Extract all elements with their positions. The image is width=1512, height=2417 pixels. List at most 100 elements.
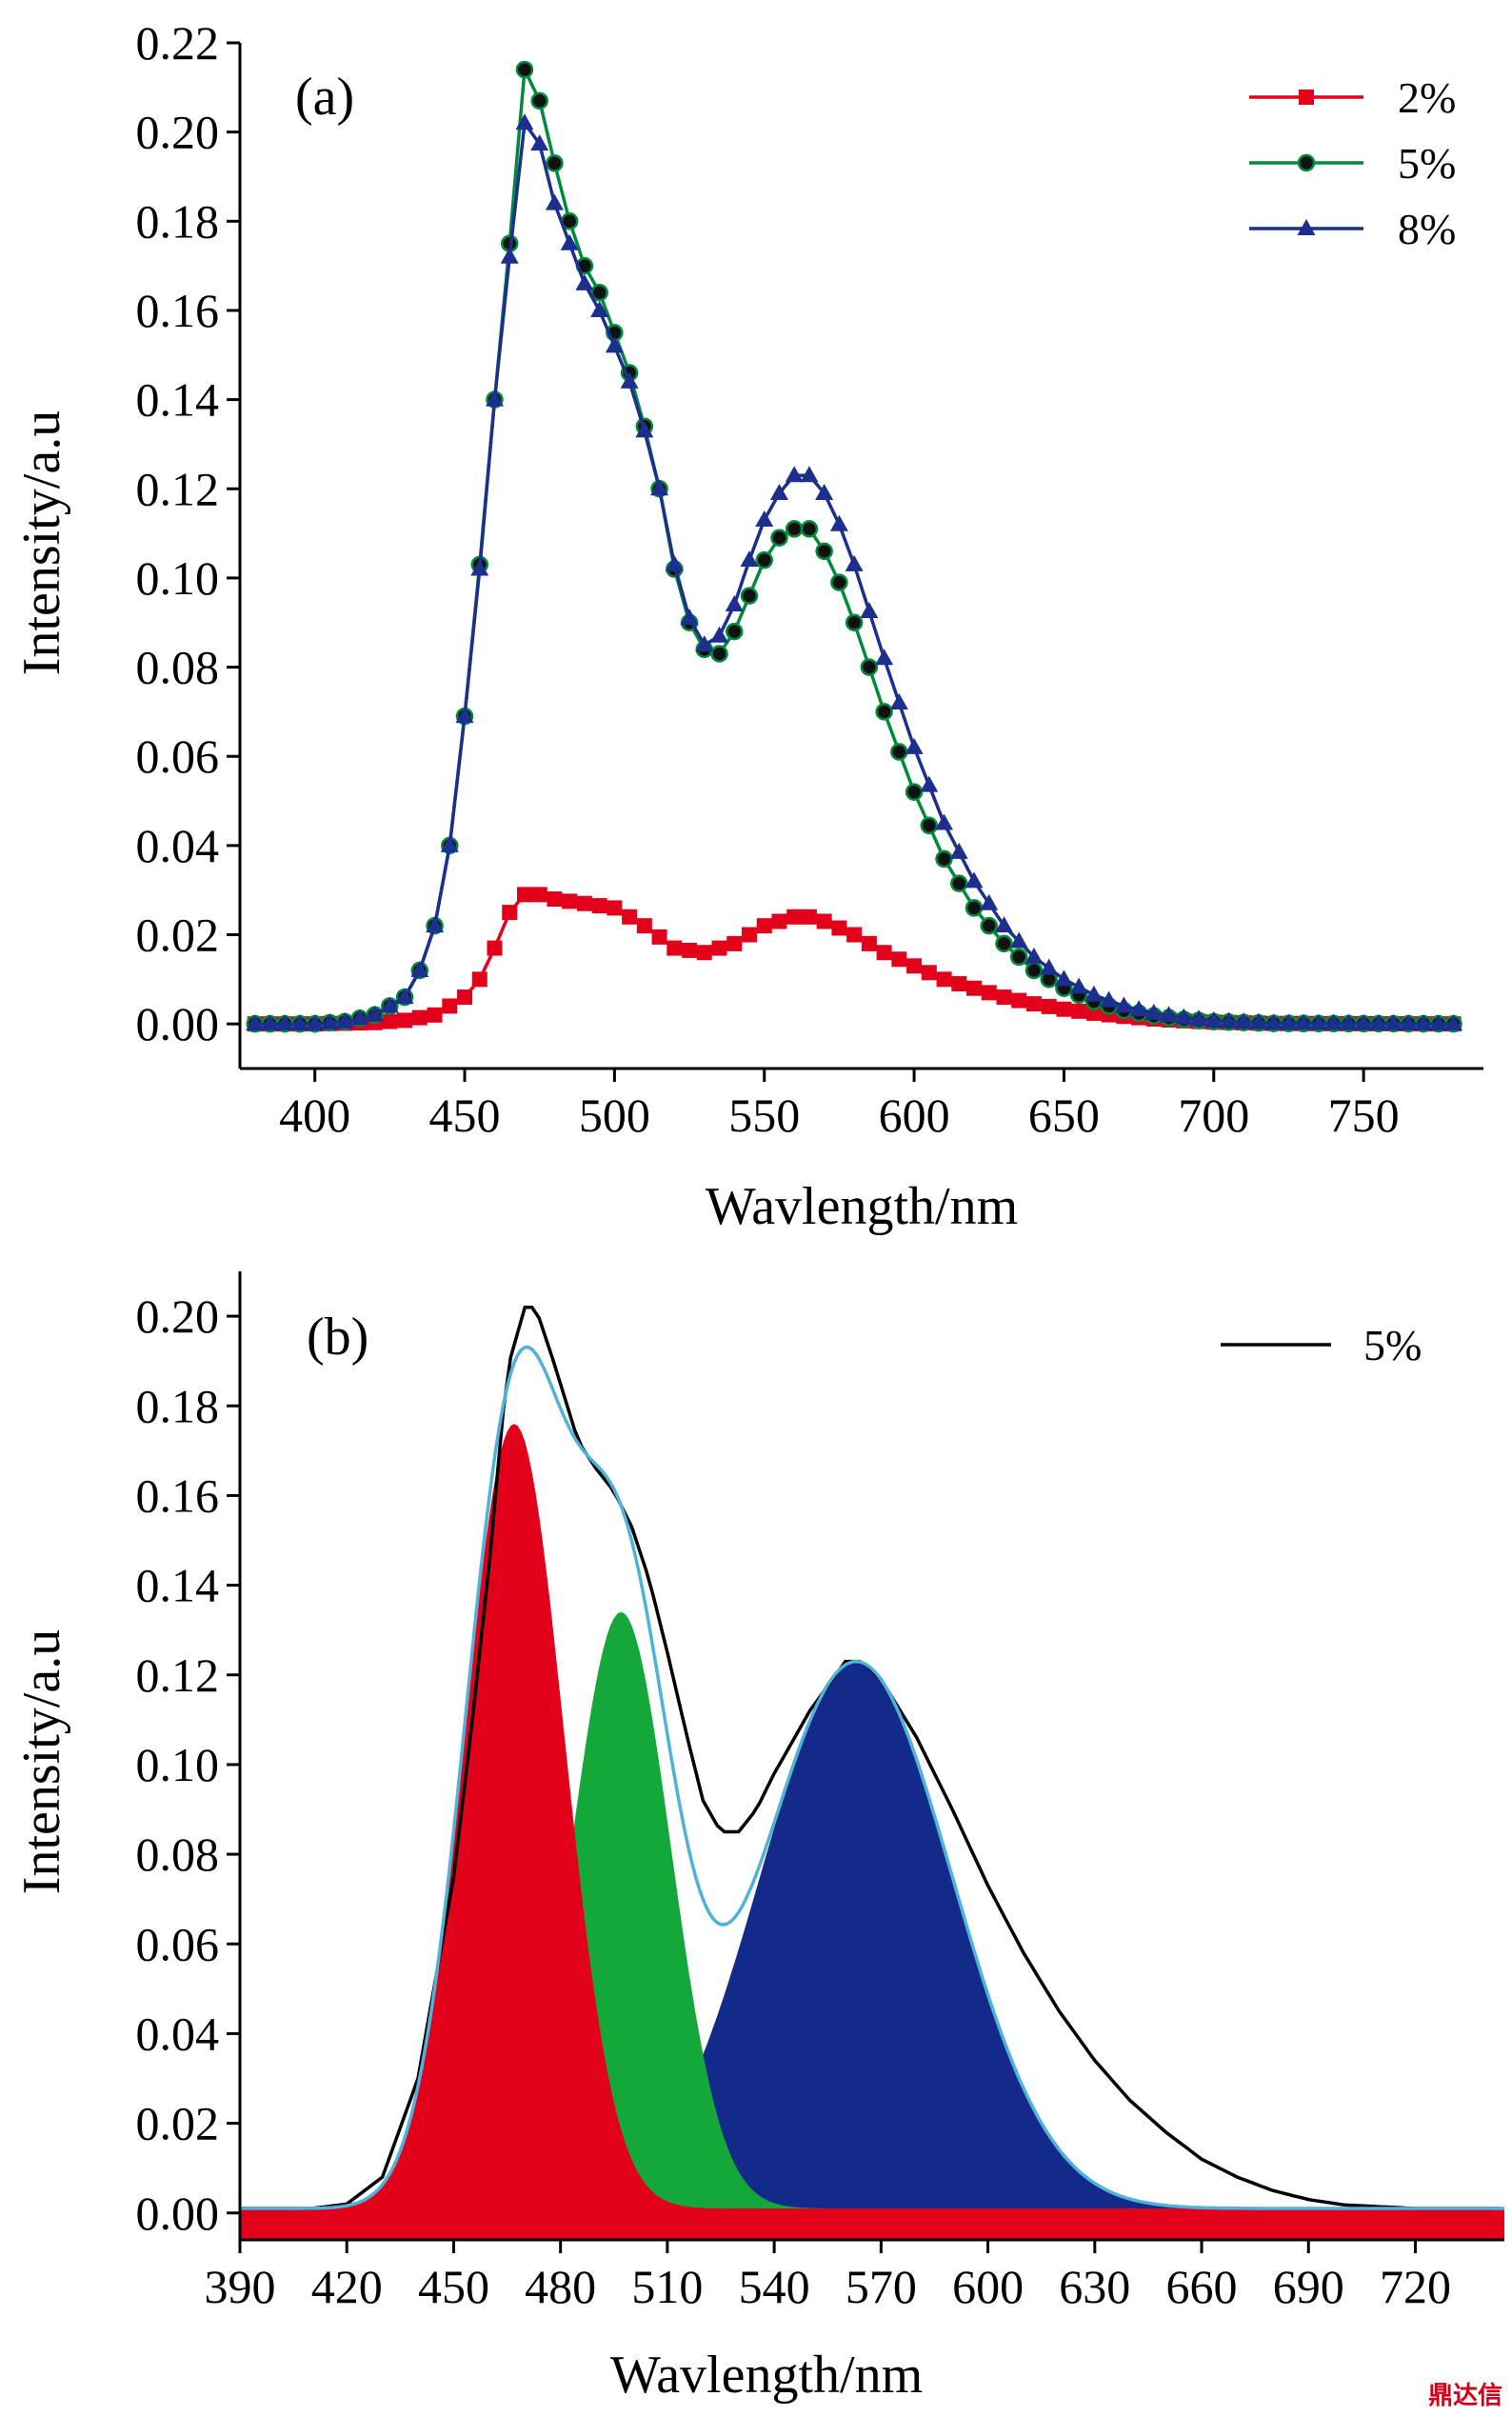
data-point (995, 934, 1013, 953)
data-point (575, 273, 594, 290)
data-point (335, 1011, 354, 1029)
panel-b-y-tick-label: 0.08 (136, 1828, 220, 1881)
data-point (845, 554, 864, 571)
data-point (366, 1005, 385, 1022)
data-point (1071, 1003, 1087, 1019)
panel-a-x-tick-label: 450 (429, 1089, 501, 1142)
panel-a-y-tick-label: 0.10 (136, 551, 220, 605)
data-point (1054, 969, 1073, 987)
data-point (1324, 1013, 1343, 1030)
data-point (785, 520, 804, 538)
panel-a-x-tick-label: 400 (279, 1089, 350, 1142)
data-point (440, 835, 459, 852)
data-point (620, 371, 639, 389)
data-point (1084, 985, 1104, 1002)
data-point (921, 965, 937, 981)
data-point (1204, 1010, 1224, 1028)
data-point (607, 900, 623, 916)
data-point (1114, 996, 1133, 1013)
data-point (545, 193, 564, 210)
panel-b-y-tick-label: 0.00 (136, 2187, 220, 2240)
panel-a-y-tick-label: 0.00 (136, 997, 220, 1050)
data-point (1189, 1009, 1208, 1027)
data-point (1025, 947, 1044, 964)
data-point (829, 514, 848, 531)
data-point (1025, 996, 1042, 1012)
data-point (845, 613, 864, 631)
data-point (996, 989, 1012, 1006)
data-point (1025, 961, 1044, 980)
data-point (1040, 958, 1059, 975)
data-point (500, 247, 519, 264)
data-point (831, 920, 847, 936)
data-point (935, 849, 953, 869)
panel-b-x-tick-label: 630 (1059, 2260, 1130, 2313)
data-point (695, 635, 714, 652)
data-point (457, 989, 473, 1006)
data-point (920, 775, 939, 792)
data-point (710, 626, 729, 643)
data-point (1144, 1003, 1164, 1020)
panel-a-label: (a) (295, 68, 354, 127)
data-point (1339, 1013, 1358, 1030)
fitted-peak-area (240, 1661, 1504, 2240)
data-point (1399, 1013, 1418, 1030)
data-point (562, 893, 578, 909)
legend-entry-label: 5% (1398, 139, 1456, 188)
data-point (726, 935, 743, 951)
data-point (889, 693, 908, 710)
panel-a-y-tick-label: 0.04 (136, 819, 220, 872)
data-point (470, 559, 489, 576)
panel-a-y-tick-label: 0.14 (136, 373, 220, 427)
panel-a-x-tick-label: 650 (1028, 1089, 1100, 1142)
cumulative-fit-line (240, 1345, 1504, 2210)
data-point (1041, 998, 1057, 1014)
data-point (636, 918, 652, 934)
panel-b-x-tick-label: 450 (418, 2260, 489, 2313)
data-point (471, 971, 487, 988)
panel-a-y-tick-label: 0.20 (136, 106, 220, 159)
data-point (966, 980, 983, 996)
data-point (800, 520, 819, 538)
panel-b-x-axis-title: Wavlength/nm (610, 2346, 923, 2405)
data-point (860, 602, 879, 619)
data-point (981, 985, 997, 1001)
data-point (785, 466, 804, 483)
legend-marker (1297, 219, 1316, 235)
panel-b-axes: 390 420 450 480 510 540 570 600 630 660 690 720 0.00… (136, 1271, 1504, 2313)
data-point (395, 988, 414, 1005)
panel-b-x-tick-label: 690 (1273, 2260, 1344, 2313)
data-point (1384, 1013, 1403, 1030)
data-point (635, 421, 654, 438)
panel-b-y-tick-label: 0.04 (136, 2007, 220, 2060)
data-point (397, 1012, 413, 1029)
data-point (320, 1013, 339, 1030)
data-point (1009, 931, 1028, 949)
data-point (1011, 992, 1027, 1009)
panel-a-x-tick-label: 550 (728, 1089, 800, 1142)
panel-a-x-tick-label: 700 (1178, 1089, 1249, 1142)
data-point (935, 813, 954, 830)
data-point (1444, 1014, 1463, 1031)
panel-a-plot-area (246, 60, 1463, 1033)
panel-b-y-axis-title: Intensity/a.u (12, 1629, 71, 1894)
data-point (411, 1009, 428, 1026)
data-point (666, 940, 683, 956)
data-point (980, 893, 999, 910)
panel-a-axes: 400 450 500 550 600 650 700 750 0.00 0.02 0.04 0.06… (136, 16, 1483, 1142)
panel-a-y-tick-label: 0.06 (136, 729, 220, 783)
data-point (875, 649, 894, 666)
panel-a-y-tick-label: 0.18 (136, 194, 220, 248)
data-point (815, 542, 833, 561)
data-point (680, 609, 699, 626)
data-point (515, 60, 534, 79)
legend-entry-label: 2% (1398, 73, 1456, 122)
panel-a-legend: 2% 5% 8% (1249, 73, 1456, 253)
data-point (576, 895, 592, 911)
watermark-logo: 鼎达信 (1427, 2381, 1502, 2409)
panel-b-x-tick-label: 510 (631, 2260, 703, 2313)
data-point (1100, 990, 1119, 1008)
data-point (710, 645, 728, 663)
panel-b-y-tick-label: 0.06 (136, 1917, 220, 1970)
data-point (1264, 1013, 1283, 1030)
